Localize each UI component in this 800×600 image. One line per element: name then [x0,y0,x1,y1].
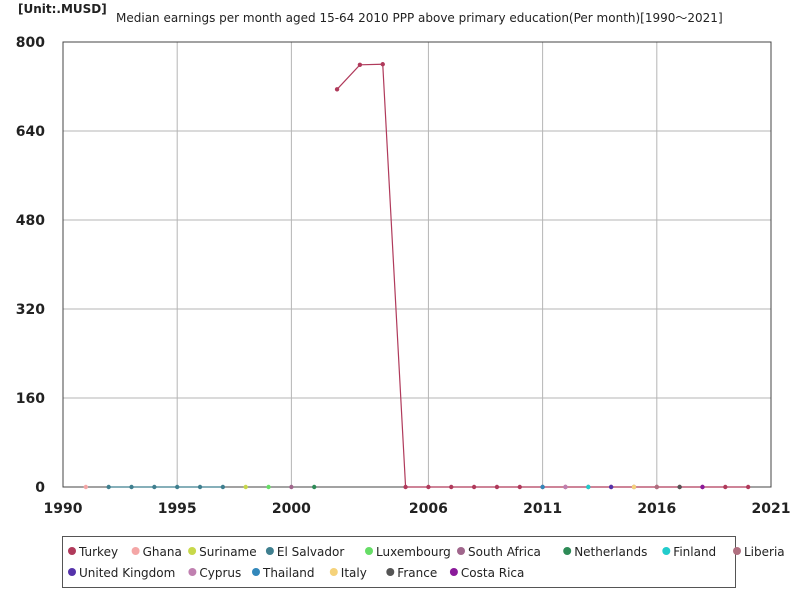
y-tick-label: 320 [16,302,45,318]
data-point [449,484,454,490]
data-point [745,484,751,490]
x-tick-label: 2021 [752,501,791,517]
data-point [631,484,637,490]
data-point [723,484,728,490]
x-tick-label: 2011 [523,501,562,517]
data-point [426,484,431,490]
data-point [700,484,705,490]
x-tick-label: 2006 [409,501,448,517]
y-tick-label: 800 [16,35,45,51]
y-tick-label: 0 [35,480,45,496]
data-point [243,484,248,490]
chart-title: Median earnings per month aged 15-64 201… [116,11,723,25]
y-axis-ticks: 0 160 320 480 640 800 [16,35,45,496]
y-tick-label: 640 [16,124,45,140]
data-point [654,484,660,490]
x-tick-label: 1995 [158,501,197,517]
axes [62,41,772,488]
data-point [197,484,203,490]
data-point [517,484,522,490]
x-tick-label: 1990 [44,501,83,517]
data-point [334,87,340,92]
data-point [83,484,89,490]
data-point [540,484,545,490]
y-tick-label: 480 [16,213,45,229]
data-point [471,484,477,490]
grid-lines [62,41,772,488]
plot-frame [62,41,772,488]
legend [62,536,736,588]
data-point [608,484,614,490]
data-point [152,484,157,490]
data-point [266,484,271,490]
data-point [677,484,682,490]
data-point [494,484,500,490]
data-point [380,62,385,67]
series-layer [83,62,751,490]
data-point [586,484,591,490]
x-tick-label: 2016 [637,501,676,517]
data-point [129,484,134,490]
data-point [563,484,568,490]
data-point [357,62,363,68]
data-point [312,484,317,490]
y-tick-label: 160 [16,391,45,407]
data-point [174,484,180,490]
data-point [220,484,226,490]
data-point [106,484,111,490]
x-axis-ticks: 1990 1995 2000 2006 2011 2016 2021 [44,501,791,517]
data-point [289,484,294,490]
data-point [403,484,408,490]
x-tick-label: 2000 [272,501,311,517]
unit-label: [Unit:.MUSD] [18,2,107,16]
